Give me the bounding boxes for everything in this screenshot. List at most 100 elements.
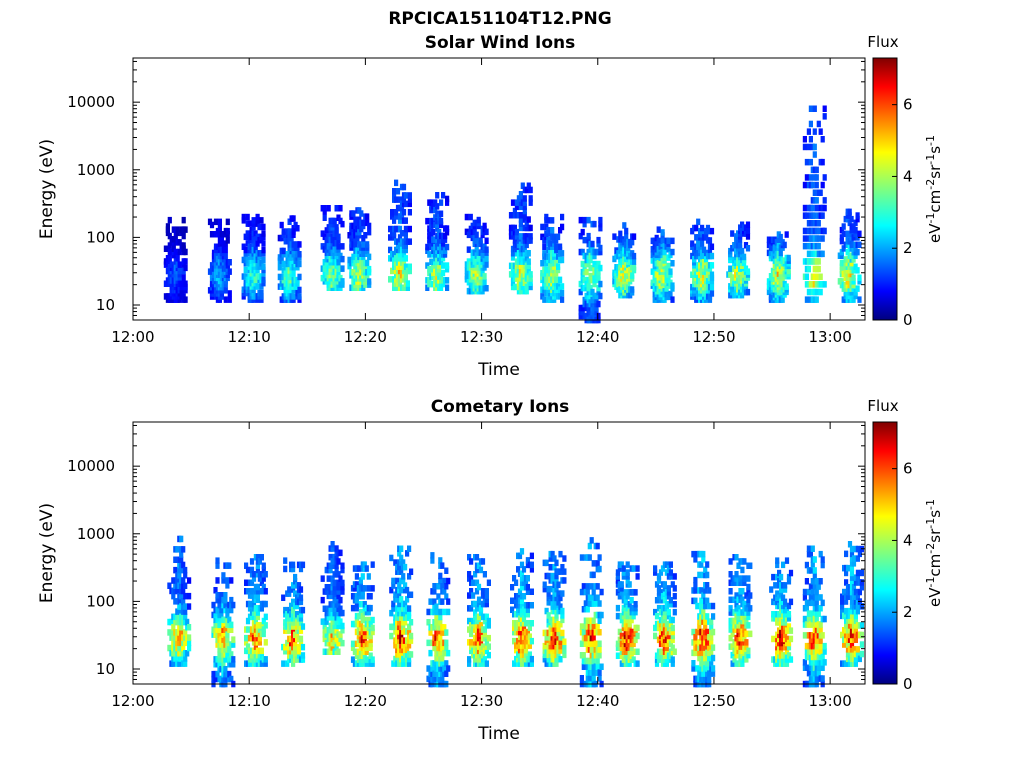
flux-cell — [261, 270, 266, 277]
flux-cell — [548, 647, 553, 654]
flux-cell — [519, 611, 525, 618]
flux-cell — [397, 280, 403, 287]
flux-cell — [405, 646, 410, 654]
flux-cell — [298, 635, 304, 643]
flux-cell — [512, 637, 517, 645]
flux-cell — [812, 212, 817, 219]
flux-cell — [223, 601, 228, 609]
flux-cell — [340, 609, 345, 617]
flux-cell — [440, 583, 445, 590]
flux-cell — [370, 660, 375, 667]
flux-cell — [298, 619, 304, 626]
flux-cell — [397, 217, 403, 224]
flux-cell — [621, 565, 626, 572]
flux-cell — [360, 573, 365, 580]
flux-cell — [225, 606, 230, 614]
flux-cell — [744, 643, 749, 650]
flux-cell — [291, 561, 296, 569]
flux-cell — [409, 637, 414, 644]
flux-cell — [582, 220, 587, 228]
flux-cell — [354, 581, 359, 588]
flux-cell — [522, 216, 527, 223]
flux-cell — [473, 609, 478, 616]
flux-cell — [554, 616, 559, 624]
flux-cell — [389, 632, 394, 640]
flux-cell — [703, 644, 708, 651]
flux-cell — [742, 634, 747, 642]
flux-cell — [397, 196, 403, 203]
flux-cell — [167, 216, 172, 224]
flux-cell — [431, 203, 436, 210]
flux-cell — [666, 565, 671, 572]
flux-cell — [370, 624, 375, 632]
flux-cell — [293, 648, 298, 655]
flux-cell — [662, 585, 667, 592]
flux-cell — [615, 612, 620, 620]
flux-cell — [263, 622, 268, 629]
flux-cell — [592, 280, 597, 288]
flux-cell — [524, 233, 529, 240]
flux-cell — [336, 243, 341, 250]
flux-cell — [666, 632, 671, 640]
flux-cell — [291, 598, 296, 606]
flux-cell — [187, 603, 192, 610]
flux-cell — [619, 589, 624, 596]
flux-cell — [590, 300, 595, 308]
flux-cell — [691, 665, 696, 672]
flux-cell — [728, 605, 733, 612]
flux-cell — [425, 247, 430, 254]
flux-cell — [279, 234, 284, 242]
flux-cell — [597, 652, 602, 659]
flux-cell — [351, 210, 356, 217]
flux-cell — [740, 566, 745, 574]
flux-cell — [437, 266, 442, 273]
flux-cell — [656, 226, 661, 233]
flux-cell — [623, 589, 628, 596]
flux-cell — [521, 624, 527, 631]
flux-cell — [336, 558, 341, 565]
flux-cell — [554, 577, 559, 584]
flux-cell — [596, 272, 601, 280]
flux-cell — [591, 571, 596, 579]
flux-cell — [281, 594, 286, 601]
flux-cell — [633, 604, 638, 612]
flux-cell — [699, 561, 704, 568]
flux-cell — [560, 256, 565, 264]
flux-cell — [709, 290, 715, 297]
flux-cell — [529, 588, 534, 595]
flux-cell — [362, 632, 367, 640]
flux-cell — [560, 616, 565, 624]
flux-cell — [358, 608, 363, 616]
flux-cell — [183, 296, 188, 303]
flux-cell — [619, 561, 624, 568]
flux-cell — [480, 558, 486, 565]
flux-cell — [293, 643, 298, 651]
flux-cell — [510, 597, 515, 604]
flux-cell — [632, 233, 637, 240]
flux-cell — [849, 289, 854, 296]
colorbar-tick-label: 2 — [903, 239, 913, 257]
flux-cell — [362, 585, 367, 592]
flux-cell — [554, 603, 559, 610]
flux-cell — [281, 251, 286, 258]
flux-cell — [786, 615, 792, 622]
flux-cell — [630, 272, 635, 279]
flux-cell — [464, 273, 469, 280]
flux-cell — [734, 575, 739, 582]
flux-cell — [784, 627, 790, 634]
flux-cell — [322, 635, 327, 643]
flux-cell — [484, 228, 489, 236]
flux-cell — [672, 593, 677, 600]
flux-cell — [364, 660, 369, 667]
flux-cell — [407, 642, 412, 649]
flux-cell — [839, 248, 844, 256]
flux-cell — [438, 577, 443, 585]
flux-cell — [409, 619, 414, 626]
flux-cell — [748, 592, 753, 599]
flux-cell — [338, 575, 343, 582]
flux-cell — [354, 604, 359, 612]
flux-cell — [778, 233, 783, 241]
flux-cell — [695, 628, 700, 636]
flux-cell — [179, 556, 184, 563]
flux-cell — [368, 640, 373, 648]
